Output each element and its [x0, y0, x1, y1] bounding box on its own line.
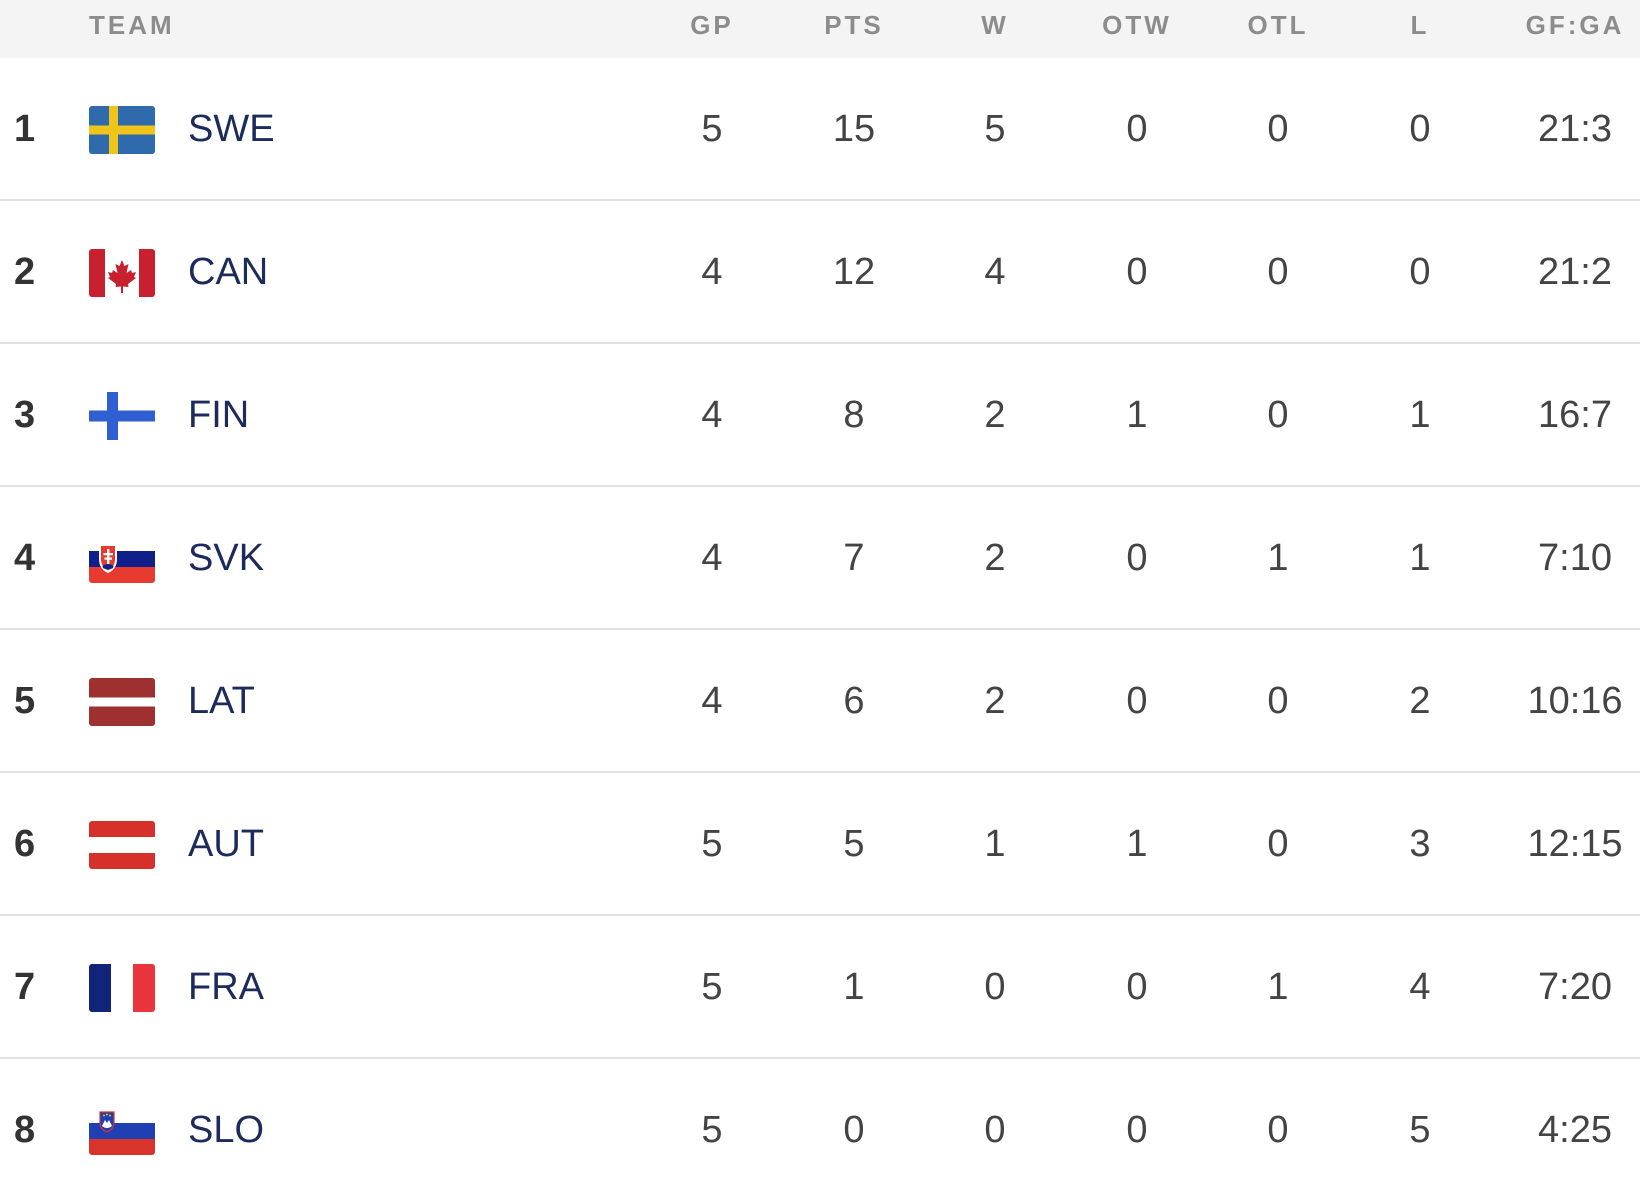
pts-value: 7: [843, 537, 865, 579]
w-value: 2: [984, 537, 1006, 579]
gfga-value: 12:15: [1527, 823, 1623, 865]
gp-value: 5: [701, 1109, 723, 1151]
finland-flag-icon: [89, 392, 155, 440]
otw-value: 0: [1126, 251, 1148, 293]
l-value: 1: [1409, 537, 1431, 579]
l-value: 2: [1409, 680, 1431, 722]
l-value: 1: [1409, 394, 1431, 436]
w-value: 4: [984, 251, 1006, 293]
rank: 5: [14, 680, 36, 722]
rank: 2: [14, 251, 36, 293]
team-name[interactable]: SVK: [188, 537, 265, 579]
rank: 3: [14, 394, 36, 436]
w-value: 0: [984, 1109, 1006, 1151]
pts-value: 6: [843, 680, 865, 722]
otl-value: 0: [1267, 823, 1289, 865]
table-row[interactable]: 5 LAT 4 6 2 0 0 2 10:16: [0, 630, 1640, 773]
l-value: 3: [1409, 823, 1431, 865]
w-value: 0: [984, 966, 1006, 1008]
header-pts[interactable]: PTS: [824, 10, 884, 40]
otw-value: 1: [1126, 823, 1148, 865]
gp-value: 5: [701, 823, 723, 865]
otw-value: 0: [1126, 680, 1148, 722]
l-value: 4: [1409, 966, 1431, 1008]
pts-value: 8: [843, 394, 865, 436]
gp-value: 4: [701, 537, 723, 579]
table-row[interactable]: 1 SWE 5 15 5 0 0 0 21:3: [0, 58, 1640, 201]
otl-value: 0: [1267, 108, 1289, 150]
otl-value: 1: [1267, 966, 1289, 1008]
otw-value: 0: [1126, 108, 1148, 150]
team-name[interactable]: LAT: [188, 680, 255, 722]
header-l[interactable]: L: [1410, 10, 1430, 40]
rank: 8: [14, 1109, 36, 1151]
table-row[interactable]: 7 FRA 5 1 0 0 1 4 7:20: [0, 916, 1640, 1059]
w-value: 2: [984, 394, 1006, 436]
gp-value: 4: [701, 680, 723, 722]
team-name[interactable]: CAN: [188, 251, 269, 293]
team-name[interactable]: SWE: [188, 108, 275, 150]
canada-flag-icon: [89, 249, 155, 297]
sweden-flag-icon: [89, 106, 155, 154]
slovenia-flag-icon: [89, 1107, 155, 1155]
header-w[interactable]: W: [981, 10, 1009, 40]
otl-value: 0: [1267, 1109, 1289, 1151]
gfga-value: 7:10: [1538, 537, 1612, 579]
header-otw[interactable]: OTW: [1102, 10, 1172, 40]
l-value: 0: [1409, 108, 1431, 150]
otl-value: 1: [1267, 537, 1289, 579]
gfga-value: 10:16: [1527, 680, 1623, 722]
gp-value: 4: [701, 251, 723, 293]
w-value: 1: [984, 823, 1006, 865]
table-row[interactable]: 2 CAN 4 12 4 0 0 0 21:2: [0, 201, 1640, 344]
gfga-value: 21:2: [1538, 251, 1612, 293]
header-gp[interactable]: GP: [690, 10, 734, 40]
pts-value: 0: [843, 1109, 865, 1151]
rank: 7: [14, 966, 36, 1008]
table-header: TEAM GP PTS W OTW OTL L GF:GA: [0, 0, 1640, 58]
team-name[interactable]: FRA: [188, 966, 264, 1008]
rank: 1: [14, 108, 36, 150]
otw-value: 0: [1126, 966, 1148, 1008]
otl-value: 0: [1267, 680, 1289, 722]
otw-value: 0: [1126, 537, 1148, 579]
gfga-value: 4:25: [1538, 1109, 1612, 1151]
otw-value: 0: [1126, 1109, 1148, 1151]
header-otl[interactable]: OTL: [1247, 10, 1309, 40]
w-value: 2: [984, 680, 1006, 722]
team-name[interactable]: SLO: [188, 1109, 265, 1151]
rank: 6: [14, 823, 36, 865]
l-value: 0: [1409, 251, 1431, 293]
pts-value: 5: [843, 823, 865, 865]
table-row[interactable]: 3 FIN 4 8 2 1 0 1 16:7: [0, 344, 1640, 487]
rank: 4: [14, 537, 36, 579]
pts-value: 15: [832, 108, 876, 150]
pts-value: 12: [832, 251, 876, 293]
gp-value: 5: [701, 108, 723, 150]
gfga-value: 7:20: [1538, 966, 1612, 1008]
header-team[interactable]: TEAM: [89, 10, 175, 40]
gfga-value: 21:3: [1538, 108, 1612, 150]
team-name[interactable]: FIN: [188, 394, 250, 436]
w-value: 5: [984, 108, 1006, 150]
header-gfga[interactable]: GF:GA: [1525, 10, 1625, 40]
austria-flag-icon: [89, 821, 155, 869]
l-value: 5: [1409, 1109, 1431, 1151]
latvia-flag-icon: [89, 678, 155, 726]
gp-value: 5: [701, 966, 723, 1008]
otl-value: 0: [1267, 251, 1289, 293]
table-row[interactable]: 8 SLO 5 0 0 0 0 5 4:25: [0, 1059, 1640, 1188]
table-row[interactable]: 6 AUT 5 5 1 1 0 3 12:15: [0, 773, 1640, 916]
table-row[interactable]: 4 SVK 4 7 2 0 1 1 7:10: [0, 487, 1640, 630]
slovakia-flag-icon: [89, 535, 155, 583]
otw-value: 1: [1126, 394, 1148, 436]
team-name[interactable]: AUT: [188, 823, 264, 865]
otl-value: 0: [1267, 394, 1289, 436]
france-flag-icon: [89, 964, 155, 1012]
gp-value: 4: [701, 394, 723, 436]
gfga-value: 16:7: [1538, 394, 1612, 436]
pts-value: 1: [843, 966, 865, 1008]
